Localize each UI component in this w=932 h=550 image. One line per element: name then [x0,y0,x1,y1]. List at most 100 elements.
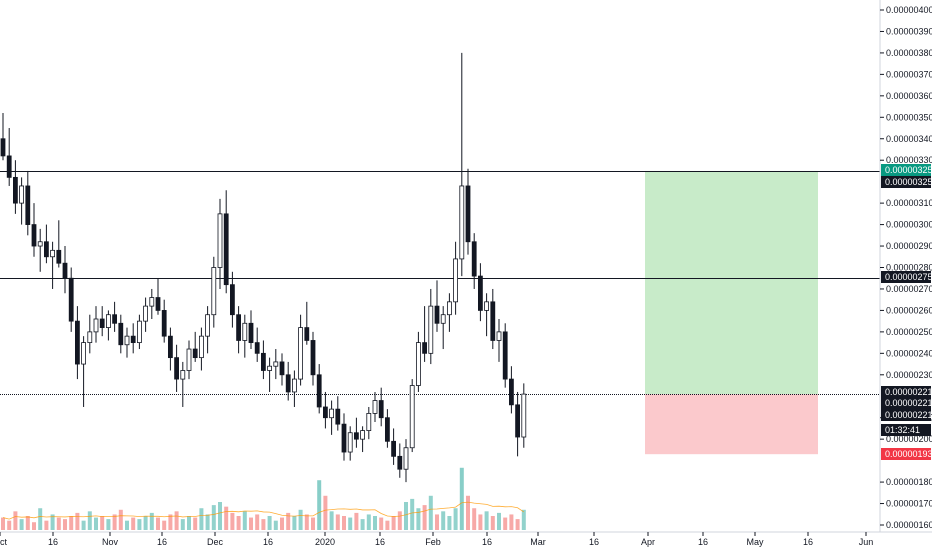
candle-body-up [136,320,142,344]
volume-bar [391,516,396,530]
volume-bar [236,516,241,530]
candle [360,426,366,453]
candle [508,366,514,414]
volume-bar [7,520,12,530]
candlesticks [0,52,527,483]
volume-bar [75,512,80,530]
candle [87,314,93,354]
volume-bar [385,520,390,530]
y-tick-label: 0.00000360 [886,91,932,101]
candle [136,314,142,350]
x-tick-label: May [746,537,764,547]
candle [242,314,248,358]
volume-bar [335,514,340,530]
candle-body-up [186,348,192,371]
volume-bar [50,514,55,530]
volume-bar [453,508,458,530]
price-badge: 0.00000275 [881,271,932,283]
profit-zone[interactable] [645,170,818,395]
volume-bar [63,519,67,530]
candle [384,409,390,448]
candle-body-down [316,374,322,408]
volume-bar [87,511,92,530]
candle [496,319,502,362]
candle [459,52,465,277]
volume-bar [137,519,142,530]
candle [484,293,490,337]
volume-bar [484,511,489,530]
candle [12,160,18,214]
candle-body-up [484,301,490,311]
price-badge-label: 0.00000221 [885,387,932,397]
y-tick-label: 0.00000350 [886,112,932,122]
candle-body-down [6,155,12,178]
x-tick-label: 16 [803,537,813,547]
candle [403,439,409,483]
y-tick-label: 0.00000240 [886,348,932,358]
price-badge-bg [881,386,931,398]
candle [353,417,359,448]
candle [205,306,211,354]
candle [192,331,198,362]
candle-body-up [37,241,43,247]
candle-body-up [453,258,459,303]
volume-bar [112,514,117,530]
volume-bar [373,516,377,530]
candle-body-down [0,138,6,157]
long-position-tool[interactable] [645,170,818,455]
volume-bar [32,522,36,530]
candle [397,443,403,478]
candle [267,357,273,392]
candle [285,361,291,401]
candle-body-down [304,327,310,341]
volume-bar [19,519,24,530]
volume-bar [100,516,105,530]
volume-bar [174,511,179,530]
price-badge-bg [881,448,931,460]
price-badge: 0.00000325 [881,164,932,176]
candle-body-up [50,249,55,258]
horizontal-levels [0,171,880,395]
x-tick-label: 16 [48,537,58,547]
candle [316,364,322,414]
candle [409,379,415,453]
candle [99,306,105,337]
price-badge-bg [881,409,931,421]
price-badge-label: 0.00000325 [885,177,932,187]
volume-bar [366,514,371,530]
time-axis[interactable]: ct 16 Nov 16 Dec 16 2020 16 Feb 16 Mar 16 Apr 16 May 16… [0,532,873,547]
candle [37,228,43,272]
candle [31,203,37,257]
candle [521,383,527,448]
volume-bar [106,519,111,530]
candle-body-down [44,241,49,258]
y-tick-label: 0.00000160 [886,520,932,530]
price-badge-label: 0.00000325 [885,165,932,175]
loss-zone[interactable] [645,394,818,455]
candle [93,306,99,343]
candle-body-up [291,378,297,393]
y-tick-label: 0.00000180 [886,477,932,487]
volume-bar [242,511,247,530]
price-axis[interactable]: 0.00000160 0.00000170 0.00000180 0.00000200… [880,5,932,530]
volume-bar [317,480,322,530]
candle [260,340,266,380]
x-tick-label: 16 [482,537,492,547]
y-tick-label: 0.00000380 [886,48,932,58]
candle [223,190,229,294]
candle-body-up [93,318,99,333]
candle [415,331,421,392]
x-tick-label: 16 [157,537,167,547]
volume-bar [131,517,136,530]
price-badge-bg [881,424,931,436]
candle-body-up [124,335,130,346]
candle [347,426,353,461]
candle [106,310,111,341]
volume-bar [323,495,328,530]
volume-bar [304,514,309,530]
volume-bar [503,517,508,530]
candle [422,306,428,362]
candle [366,406,372,440]
y-tick-label: 0.00000230 [886,370,932,380]
